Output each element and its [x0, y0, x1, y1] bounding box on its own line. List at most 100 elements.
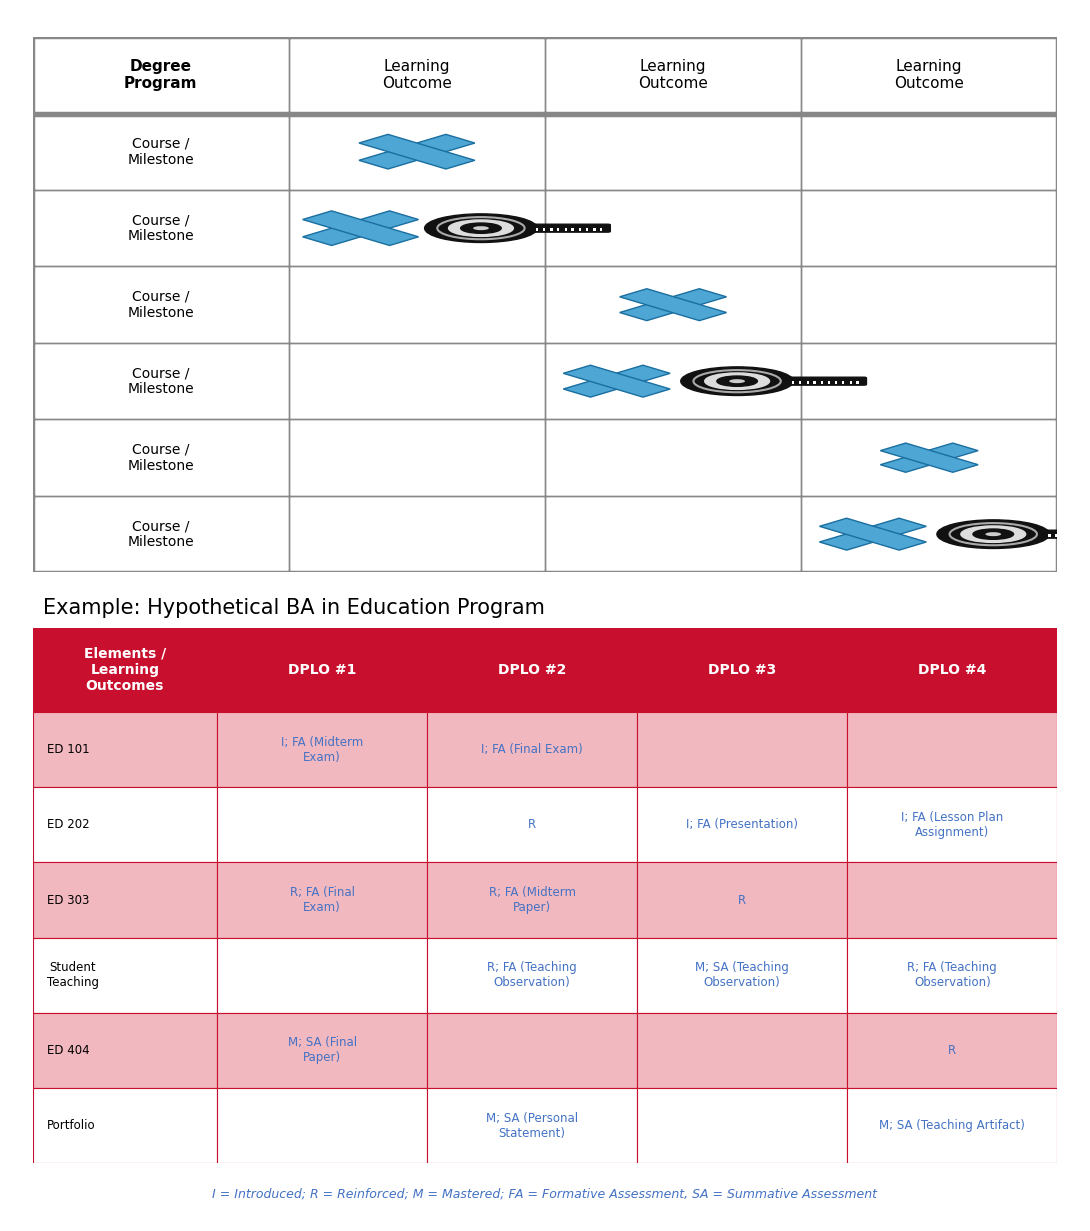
Polygon shape — [820, 518, 926, 550]
Text: Elements /
Learning
Outcomes: Elements / Learning Outcomes — [84, 646, 166, 693]
Ellipse shape — [973, 529, 1014, 539]
Text: ED 404: ED 404 — [47, 1044, 89, 1057]
Bar — [1063, 533, 1065, 537]
Ellipse shape — [425, 214, 537, 243]
Bar — [427, 938, 638, 1013]
Text: Course /
Milestone: Course / Milestone — [128, 213, 194, 244]
Text: R; FA (Teaching
Observation): R; FA (Teaching Observation) — [487, 961, 577, 990]
Bar — [585, 229, 589, 230]
Polygon shape — [619, 289, 727, 320]
Text: ED 303: ED 303 — [47, 894, 89, 906]
Bar — [33, 938, 217, 1013]
Text: ED 101: ED 101 — [47, 744, 89, 756]
Bar — [638, 863, 847, 938]
Ellipse shape — [961, 526, 1026, 543]
Bar — [427, 1013, 638, 1088]
Bar — [33, 863, 217, 938]
Text: M; SA (Personal
Statement): M; SA (Personal Statement) — [486, 1112, 579, 1140]
Bar — [1077, 533, 1079, 537]
Bar — [857, 382, 859, 384]
Bar — [33, 1088, 217, 1163]
Polygon shape — [564, 366, 670, 398]
Bar — [801, 496, 1057, 572]
Ellipse shape — [681, 367, 794, 395]
Bar — [33, 787, 217, 863]
Bar — [557, 229, 559, 230]
Bar — [1055, 534, 1057, 537]
Bar — [847, 938, 1057, 1013]
Bar — [33, 420, 289, 496]
Bar — [801, 343, 1057, 420]
Bar — [289, 343, 545, 420]
Text: M; SA (Teaching Artifact): M; SA (Teaching Artifact) — [880, 1119, 1026, 1133]
Text: Learning
Outcome: Learning Outcome — [382, 59, 452, 91]
Ellipse shape — [437, 217, 524, 239]
Text: Student
Teaching: Student Teaching — [47, 961, 99, 990]
Text: I; FA (Midterm
Exam): I; FA (Midterm Exam) — [281, 736, 363, 763]
Bar — [543, 229, 545, 230]
Text: DPLO #1: DPLO #1 — [288, 662, 356, 677]
Bar — [427, 628, 638, 712]
Text: R; FA (Final
Exam): R; FA (Final Exam) — [290, 886, 354, 913]
Bar — [217, 863, 427, 938]
Text: DPLO #2: DPLO #2 — [498, 662, 567, 677]
Bar — [849, 380, 851, 384]
Text: Course /
Milestone: Course / Milestone — [128, 443, 194, 473]
Bar — [801, 420, 1057, 496]
Bar — [545, 266, 801, 343]
Bar — [638, 1013, 847, 1088]
Polygon shape — [359, 134, 475, 169]
Text: Course /
Milestone: Course / Milestone — [128, 366, 194, 396]
Bar — [33, 190, 289, 266]
Text: I; FA (Lesson Plan
Assignment): I; FA (Lesson Plan Assignment) — [901, 811, 1004, 838]
Bar — [847, 712, 1057, 787]
Bar — [545, 190, 801, 266]
Bar — [801, 190, 1057, 266]
Polygon shape — [881, 443, 978, 473]
Bar — [545, 37, 801, 113]
Bar — [289, 266, 545, 343]
Bar — [813, 382, 815, 384]
Bar — [579, 228, 581, 230]
Bar — [289, 190, 545, 266]
Text: DPLO #3: DPLO #3 — [708, 662, 776, 677]
Bar — [217, 712, 427, 787]
Bar — [33, 1013, 217, 1088]
Bar — [801, 266, 1057, 343]
Polygon shape — [564, 366, 670, 398]
Bar — [289, 113, 545, 190]
Bar — [847, 1013, 1057, 1088]
Polygon shape — [303, 211, 419, 245]
Bar — [593, 228, 595, 230]
Bar — [545, 113, 801, 190]
Polygon shape — [303, 211, 419, 245]
Bar — [638, 1088, 847, 1163]
Bar — [801, 113, 1057, 190]
Bar — [565, 228, 567, 230]
Polygon shape — [619, 289, 727, 320]
Ellipse shape — [729, 379, 744, 383]
Bar — [217, 628, 427, 712]
Bar — [427, 863, 638, 938]
Bar — [33, 496, 289, 572]
Bar — [801, 37, 1057, 113]
Ellipse shape — [693, 371, 780, 393]
FancyBboxPatch shape — [783, 377, 867, 385]
Bar — [799, 382, 801, 384]
Bar — [601, 229, 603, 230]
Ellipse shape — [461, 223, 501, 234]
Bar — [536, 228, 538, 230]
Text: DPLO #4: DPLO #4 — [918, 662, 986, 677]
Text: Course /
Milestone: Course / Milestone — [128, 289, 194, 320]
Text: Learning
Outcome: Learning Outcome — [894, 59, 965, 91]
Bar — [638, 712, 847, 787]
Text: Degree
Program: Degree Program — [124, 59, 197, 91]
Text: I = Introduced; R = Reinforced; M = Mastered; FA = Formative Assessment, SA = Su: I = Introduced; R = Reinforced; M = Mast… — [213, 1188, 877, 1200]
Bar — [1069, 534, 1071, 537]
Bar — [545, 343, 801, 420]
Ellipse shape — [705, 373, 770, 389]
Bar — [847, 863, 1057, 938]
Bar — [289, 37, 545, 113]
Bar — [217, 787, 427, 863]
FancyBboxPatch shape — [1039, 531, 1090, 538]
